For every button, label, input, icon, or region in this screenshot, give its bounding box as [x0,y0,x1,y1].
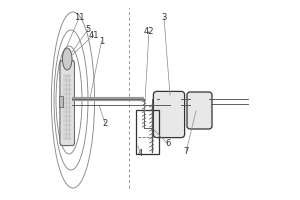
FancyBboxPatch shape [60,61,74,145]
Text: 11: 11 [74,14,84,22]
Text: 2: 2 [102,118,108,128]
Text: 6: 6 [165,140,171,148]
Text: 41: 41 [88,30,99,40]
FancyBboxPatch shape [187,92,212,129]
Text: 7: 7 [183,148,189,156]
Ellipse shape [62,48,72,70]
Text: 42: 42 [144,26,154,36]
Text: 5: 5 [86,24,91,33]
Text: 3: 3 [161,14,167,22]
Text: 4: 4 [138,150,143,158]
Bar [136,110,159,154]
Text: 1: 1 [99,36,104,46]
FancyBboxPatch shape [153,91,184,138]
Bar [59,96,63,107]
